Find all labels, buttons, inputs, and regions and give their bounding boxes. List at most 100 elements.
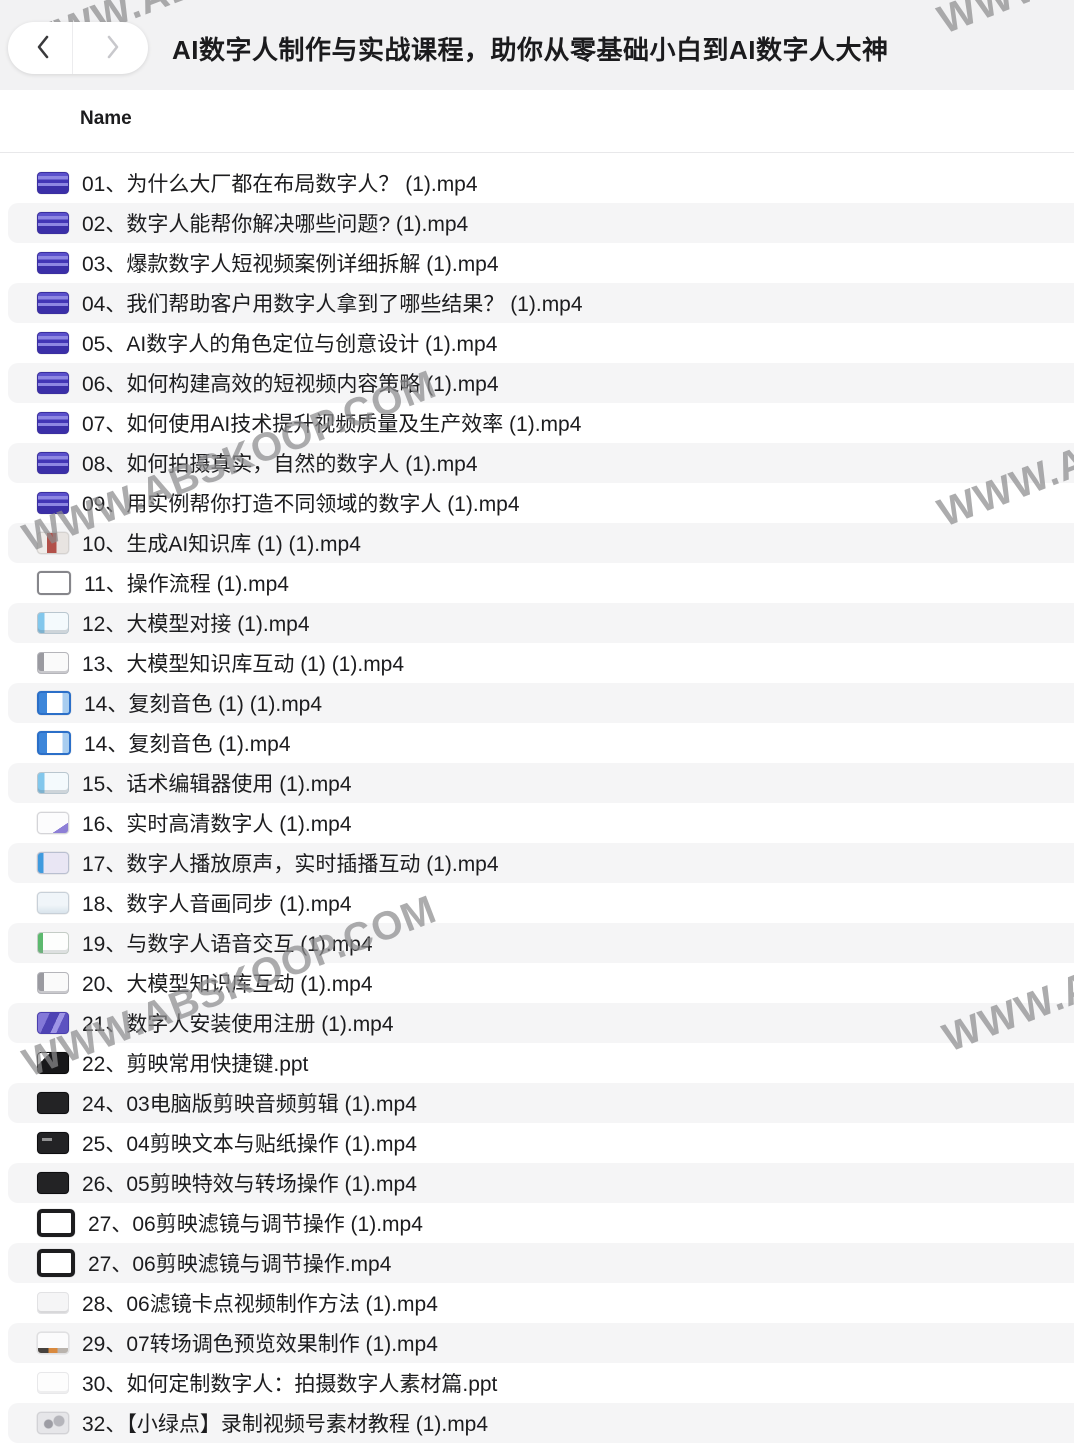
file-row[interactable]: 09、用实例帮你打造不同领域的数字人 (1).mp4 [0, 483, 1074, 523]
file-row[interactable]: 26、05剪映特效与转场操作 (1).mp4 [8, 1163, 1074, 1203]
file-row[interactable]: 18、数字人音画同步 (1).mp4 [0, 883, 1074, 923]
file-list: 01、为什么大厂都在布局数字人？ (1).mp4 02、数字人能帮你解决哪些问题… [0, 163, 1074, 1443]
file-row[interactable]: 17、数字人播放原声，实时插播互动 (1).mp4 [8, 843, 1074, 883]
file-row[interactable]: 29、07转场调色预览效果制作 (1).mp4 [8, 1323, 1074, 1363]
file-name: 11、操作流程 (1).mp4 [84, 573, 289, 596]
file-row[interactable]: 05、AI数字人的角色定位与创意设计 (1).mp4 [0, 323, 1074, 363]
file-name: 14、复刻音色 (1) (1).mp4 [84, 693, 323, 716]
file-name: 30、如何定制数字人：拍摄数字人素材篇.ppt [82, 1373, 498, 1396]
chevron-left-icon [35, 34, 51, 63]
file-thumbnail-icon [37, 612, 69, 634]
forward-button[interactable] [83, 22, 143, 74]
file-row[interactable]: 15、话术编辑器使用 (1).mp4 [8, 763, 1074, 803]
file-row[interactable]: 01、为什么大厂都在布局数字人？ (1).mp4 [0, 163, 1074, 203]
file-row[interactable]: 11、操作流程 (1).mp4 [0, 563, 1074, 603]
header-band [0, 0, 1074, 90]
file-thumbnail-icon [37, 1372, 69, 1394]
file-name: 17、数字人播放原声，实时插播互动 (1).mp4 [82, 853, 499, 876]
file-thumbnail-icon [37, 1012, 69, 1034]
file-name: 08、如何拍摄真实，自然的数字人 (1).mp4 [82, 453, 478, 476]
file-row[interactable]: 08、如何拍摄真实，自然的数字人 (1).mp4 [8, 443, 1074, 483]
file-name: 04、我们帮助客户用数字人拿到了哪些结果？ (1).mp4 [82, 293, 583, 316]
file-row[interactable]: 12、大模型对接 (1).mp4 [8, 603, 1074, 643]
file-thumbnail-icon [37, 252, 69, 274]
file-name: 32、【小绿点】录制视频号素材教程 (1).mp4 [82, 1413, 489, 1436]
file-name: 29、07转场调色预览效果制作 (1).mp4 [82, 1333, 438, 1356]
file-thumbnail-icon [37, 1209, 75, 1237]
file-name: 25、04剪映文本与贴纸操作 (1).mp4 [82, 1133, 417, 1156]
file-row[interactable]: 30、如何定制数字人：拍摄数字人素材篇.ppt [0, 1363, 1074, 1403]
file-thumbnail-icon [37, 892, 69, 914]
file-thumbnail-icon [37, 292, 69, 314]
file-thumbnail-icon [37, 691, 71, 715]
file-row[interactable]: 20、大模型知识库互动 (1).mp4 [0, 963, 1074, 1003]
column-header-name[interactable]: Name [80, 108, 132, 129]
file-name: 20、大模型知识库互动 (1).mp4 [82, 973, 373, 996]
file-name: 19、与数字人语音交互 (1).mp4 [82, 933, 373, 956]
file-row[interactable]: 24、03电脑版剪映音频剪辑 (1).mp4 [8, 1083, 1074, 1123]
file-row[interactable]: 16、实时高清数字人 (1).mp4 [0, 803, 1074, 843]
file-name: 16、实时高清数字人 (1).mp4 [82, 813, 352, 836]
file-thumbnail-icon [37, 1292, 69, 1314]
file-row[interactable]: 06、如何构建高效的短视频内容策略 (1).mp4 [8, 363, 1074, 403]
file-name: 15、话术编辑器使用 (1).mp4 [82, 773, 352, 796]
file-thumbnail-icon [37, 852, 69, 874]
file-name: 22、剪映常用快捷键.ppt [82, 1053, 309, 1076]
back-button[interactable] [13, 22, 73, 74]
file-name: 28、06滤镜卡点视频制作方法 (1).mp4 [82, 1293, 438, 1316]
file-row[interactable]: 02、数字人能帮你解决哪些问题? (1).mp4 [8, 203, 1074, 243]
file-row[interactable]: 22、剪映常用快捷键.ppt [0, 1043, 1074, 1083]
file-thumbnail-icon [37, 1092, 69, 1114]
file-thumbnail-icon [37, 1332, 69, 1354]
file-name: 07、如何使用AI技术提升视频质量及生产效率 (1).mp4 [82, 413, 582, 436]
file-row[interactable]: 27、06剪映滤镜与调节操作 (1).mp4 [0, 1203, 1074, 1243]
file-row[interactable]: 32、【小绿点】录制视频号素材教程 (1).mp4 [8, 1403, 1074, 1443]
file-name: 01、为什么大厂都在布局数字人？ (1).mp4 [82, 173, 478, 196]
file-thumbnail-icon [37, 372, 69, 394]
chevron-right-icon [105, 34, 121, 63]
file-thumbnail-icon [37, 332, 69, 354]
file-name: 10、生成AI知识库 (1) (1).mp4 [82, 533, 361, 556]
file-row[interactable]: 28、06滤镜卡点视频制作方法 (1).mp4 [0, 1283, 1074, 1323]
file-thumbnail-icon [37, 1172, 69, 1194]
file-row[interactable]: 25、04剪映文本与贴纸操作 (1).mp4 [0, 1123, 1074, 1163]
file-row[interactable]: 14、复刻音色 (1) (1).mp4 [8, 683, 1074, 723]
file-row[interactable]: 21、数字人安装使用注册 (1).mp4 [8, 1003, 1074, 1043]
file-name: 02、数字人能帮你解决哪些问题? (1).mp4 [82, 213, 469, 236]
file-name: 03、爆款数字人短视频案例详细拆解 (1).mp4 [82, 253, 499, 276]
header-divider [0, 152, 1074, 153]
file-name: 05、AI数字人的角色定位与创意设计 (1).mp4 [82, 333, 498, 356]
file-thumbnail-icon [37, 772, 69, 794]
file-thumbnail-icon [37, 731, 71, 755]
file-thumbnail-icon [37, 1132, 69, 1154]
navigation-pill [8, 22, 148, 74]
file-name: 24、03电脑版剪映音频剪辑 (1).mp4 [82, 1093, 417, 1116]
file-name: 06、如何构建高效的短视频内容策略 (1).mp4 [82, 373, 499, 396]
file-row[interactable]: 07、如何使用AI技术提升视频质量及生产效率 (1).mp4 [0, 403, 1074, 443]
file-thumbnail-icon [37, 1052, 69, 1074]
file-thumbnail-icon [37, 972, 69, 994]
file-thumbnail-icon [37, 1412, 69, 1434]
file-row[interactable]: 14、复刻音色 (1).mp4 [0, 723, 1074, 763]
file-thumbnail-icon [37, 212, 69, 234]
file-name: 21、数字人安装使用注册 (1).mp4 [82, 1013, 394, 1036]
file-name: 14、复刻音色 (1).mp4 [84, 733, 291, 756]
file-thumbnail-icon [37, 412, 69, 434]
file-row[interactable]: 13、大模型知识库互动 (1) (1).mp4 [0, 643, 1074, 683]
file-row[interactable]: 19、与数字人语音交互 (1).mp4 [8, 923, 1074, 963]
file-name: 26、05剪映特效与转场操作 (1).mp4 [82, 1173, 417, 1196]
file-thumbnail-icon [37, 172, 69, 194]
file-thumbnail-icon [37, 932, 69, 954]
file-name: 09、用实例帮你打造不同领域的数字人 (1).mp4 [82, 493, 520, 516]
file-name: 18、数字人音画同步 (1).mp4 [82, 893, 352, 916]
file-name: 27、06剪映滤镜与调节操作 (1).mp4 [88, 1213, 423, 1236]
file-name: 12、大模型对接 (1).mp4 [82, 613, 310, 636]
file-row[interactable]: 03、爆款数字人短视频案例详细拆解 (1).mp4 [0, 243, 1074, 283]
file-row[interactable]: 27、06剪映滤镜与调节操作.mp4 [8, 1243, 1074, 1283]
file-row[interactable]: 10、生成AI知识库 (1) (1).mp4 [8, 523, 1074, 563]
page-title: AI数字人制作与实战课程，助你从零基础小白到AI数字人大神 [172, 35, 889, 65]
file-thumbnail-icon [37, 452, 69, 474]
file-thumbnail-icon [37, 812, 69, 834]
file-row[interactable]: 04、我们帮助客户用数字人拿到了哪些结果？ (1).mp4 [8, 283, 1074, 323]
file-thumbnail-icon [37, 571, 71, 595]
